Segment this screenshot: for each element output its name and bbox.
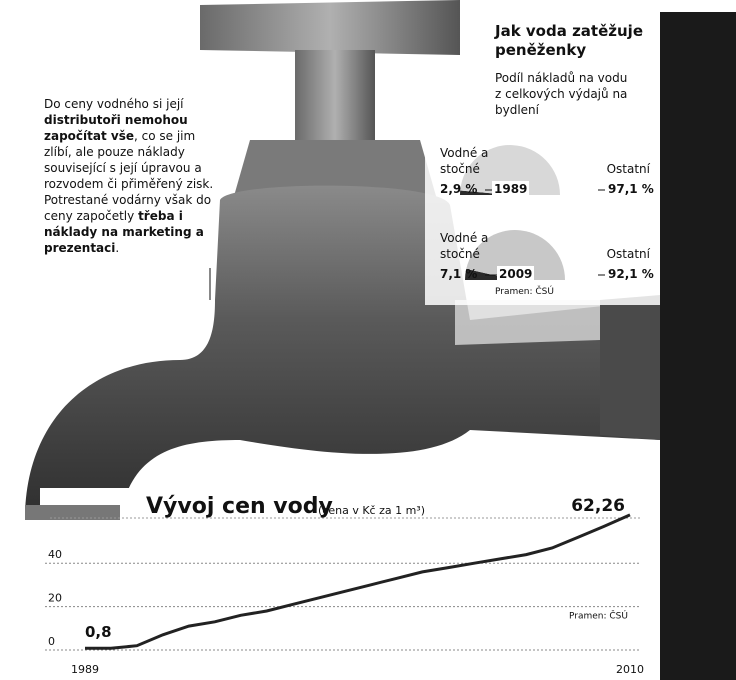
annotation: Do ceny vodného si její distributoři nem… bbox=[44, 96, 224, 256]
pie-label: 2009 bbox=[497, 266, 534, 282]
legend-label: Vodné a stočné bbox=[440, 145, 500, 177]
dark-strip bbox=[660, 12, 736, 680]
y-tick-label: 0 bbox=[48, 635, 55, 648]
legend-label: Vodné a stočné bbox=[440, 230, 500, 262]
legend-label: Ostatní bbox=[590, 246, 650, 262]
chart-title: Vývoj cen vody bbox=[146, 494, 333, 520]
chart-subtitle: (cena v Kč za 1 m³) bbox=[318, 503, 425, 519]
x-tick-label: 1989 bbox=[71, 663, 99, 676]
value-label: 7,1 % bbox=[440, 266, 477, 282]
value-label: 2,9 % bbox=[440, 181, 477, 197]
legend-label: Ostatní bbox=[590, 161, 650, 177]
annotation-part: , co se jim zlíbí, ale pouze náklady sou… bbox=[44, 129, 213, 223]
spout-tip bbox=[25, 505, 120, 520]
value-label: 0,8 bbox=[85, 623, 112, 641]
value-label: 97,1 % bbox=[608, 181, 654, 197]
value-label: 92,1 % bbox=[608, 266, 654, 282]
source: Pramen: ČSÚ bbox=[495, 284, 554, 300]
infographic: 0 20 40 1989 2010 0,8 62,26 Pramen: ČSÚ Do ceny… bbox=[0, 0, 736, 680]
y-tick-label: 20 bbox=[48, 592, 62, 605]
chart-subtitle: Podíl nákladů na vodu z celkových výdajů… bbox=[495, 70, 635, 118]
chart-title: Jak voda zatěžuje peněženky bbox=[495, 22, 655, 60]
annotation-part: Do ceny vodného si její bbox=[44, 97, 184, 111]
source: Pramen: ČSÚ bbox=[569, 610, 628, 622]
y-tick-label: 40 bbox=[48, 548, 62, 561]
pie-label: 1989 bbox=[492, 181, 529, 197]
value-label: 62,26 bbox=[571, 496, 625, 516]
annotation-part: . bbox=[115, 241, 119, 255]
x-tick-label: 2010 bbox=[616, 663, 644, 676]
